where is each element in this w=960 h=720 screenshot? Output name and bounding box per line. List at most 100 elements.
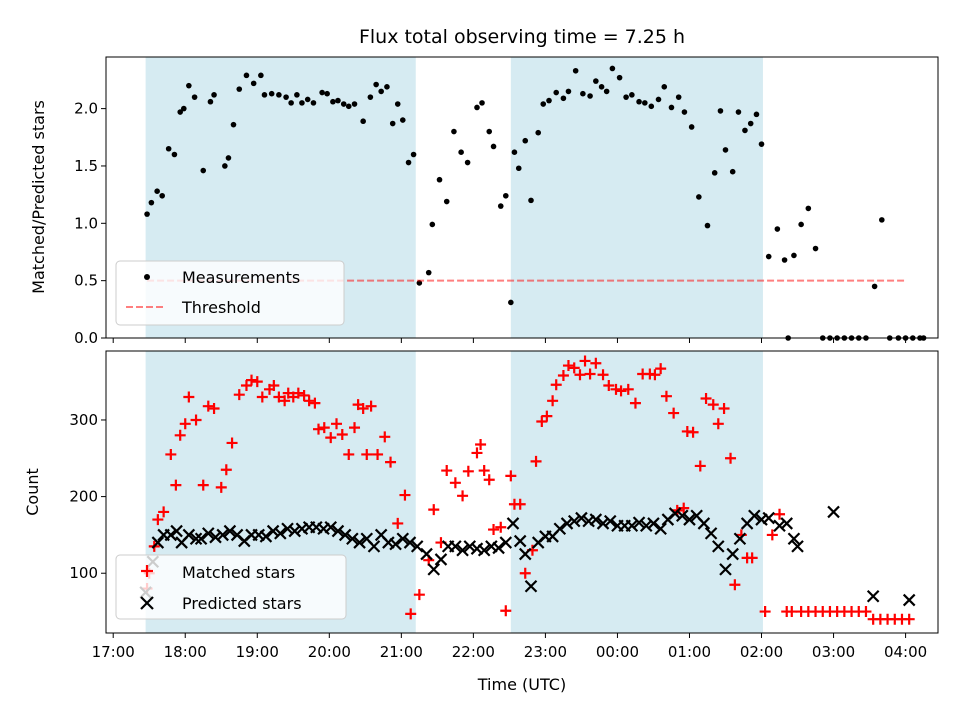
predicted-star-point [331, 524, 345, 538]
measurement-point [735, 109, 742, 115]
matched-star-point [488, 524, 500, 536]
measurement-point [429, 221, 436, 228]
measurement-point [560, 95, 567, 102]
predicted-star-point [639, 519, 653, 532]
predicted-star-point [704, 527, 718, 540]
measurement-point [655, 96, 662, 103]
predicted-star-point [427, 563, 441, 576]
measurement-point [565, 88, 572, 95]
matched-star-point [190, 414, 202, 426]
measurement-point [722, 147, 729, 153]
measurement-point [717, 108, 724, 114]
measurement-point [425, 269, 432, 276]
matched-star-point [349, 422, 361, 434]
predicted-star-point [346, 532, 359, 546]
measurement-point [479, 100, 485, 106]
matched-star-point [660, 390, 672, 402]
measurement-point [464, 159, 471, 166]
matched-star-point [536, 416, 548, 427]
predicted-star-point [866, 589, 880, 603]
measurement-point [304, 96, 311, 103]
x-tick-label: 04:00 [884, 643, 927, 661]
matched-star-point [615, 385, 627, 397]
predicted-star-point [266, 524, 280, 538]
y-tick-label: 1.0 [74, 214, 98, 232]
matched-star-point [372, 448, 384, 460]
matched-star-point [385, 456, 397, 468]
predicted-star-point [324, 520, 338, 534]
bottom-legend-box [115, 554, 347, 620]
y-tick-label: 300 [69, 411, 98, 429]
predicted-star-point [524, 579, 538, 593]
measurement-point [310, 100, 317, 106]
predicted-star-point [410, 540, 424, 553]
matched-star-point [357, 402, 369, 414]
matched-star-point [478, 465, 490, 477]
matched-star-point [597, 369, 609, 381]
predicted-star-point [647, 517, 660, 530]
matched-star-point [725, 452, 737, 464]
measurement-point [345, 103, 352, 110]
legend-predicted-marker [140, 596, 154, 610]
matched-star-point [251, 376, 263, 388]
measurement-point [474, 104, 480, 111]
matched-star-point [343, 448, 355, 460]
matched-star-point [712, 418, 724, 430]
measurement-point [186, 82, 192, 89]
predicted-star-point [434, 553, 448, 566]
predicted-star-point [712, 540, 725, 553]
measurement-point [200, 167, 207, 174]
matched-star-point [179, 418, 191, 430]
matched-star-point [687, 426, 699, 438]
matched-star-point [603, 379, 615, 391]
predicted-star-point [632, 516, 646, 529]
measurement-point [258, 72, 264, 79]
matched-star-point [584, 368, 596, 380]
measurement-point [593, 78, 599, 84]
legend-measurements-marker [144, 274, 150, 280]
measurement-point [324, 90, 330, 97]
top-y-axis-label: Matched/Predicted stars [29, 100, 48, 294]
predicted-star-point [492, 541, 505, 555]
x-tick-label: 17:00 [92, 643, 135, 661]
measurement-point [486, 128, 493, 135]
x-tick-label: 22:00 [452, 643, 495, 661]
matched-star-point [325, 432, 337, 444]
predicted-star-point [603, 514, 617, 528]
measurement-point [675, 94, 682, 100]
predicted-star-point [733, 532, 747, 546]
measurement-point [781, 257, 788, 263]
predicted-star-point [338, 528, 352, 542]
predicted-star-point [902, 593, 916, 607]
measurement-point [373, 81, 379, 88]
matched-star-point [505, 470, 517, 482]
matched-star-point [707, 399, 719, 411]
predicted-star-point [259, 530, 273, 543]
matched-star-point [313, 423, 325, 435]
predicted-star-point [194, 532, 208, 546]
matched-star-point [392, 517, 404, 529]
predicted-star-point [780, 517, 794, 530]
matched-star-point [256, 391, 268, 403]
measurement-point [704, 222, 711, 229]
measurement-point [276, 92, 282, 98]
measurement-point [236, 86, 243, 92]
legend-predicted-label: Predicted stars [182, 594, 302, 613]
matched-star-point [694, 460, 706, 472]
predicted-star-point [353, 536, 366, 549]
legend-matched-label: Matched stars [182, 563, 295, 582]
matched-star-point [331, 418, 343, 430]
bottom-legend: Matched stars Predicted stars [115, 554, 347, 620]
matched-star-point [268, 379, 280, 391]
x-tick-label: 18:00 [164, 643, 207, 661]
measurement-point [268, 90, 275, 97]
matched-star-point [226, 437, 238, 449]
matched-star-point [197, 479, 209, 491]
measurement-point [154, 188, 160, 194]
x-tick-label: 21:00 [380, 643, 423, 661]
matched-star-point [202, 400, 214, 412]
predicted-star-point [518, 547, 532, 561]
matched-star-point [292, 387, 304, 399]
measurement-point [180, 105, 187, 112]
matched-star-point [622, 383, 634, 395]
